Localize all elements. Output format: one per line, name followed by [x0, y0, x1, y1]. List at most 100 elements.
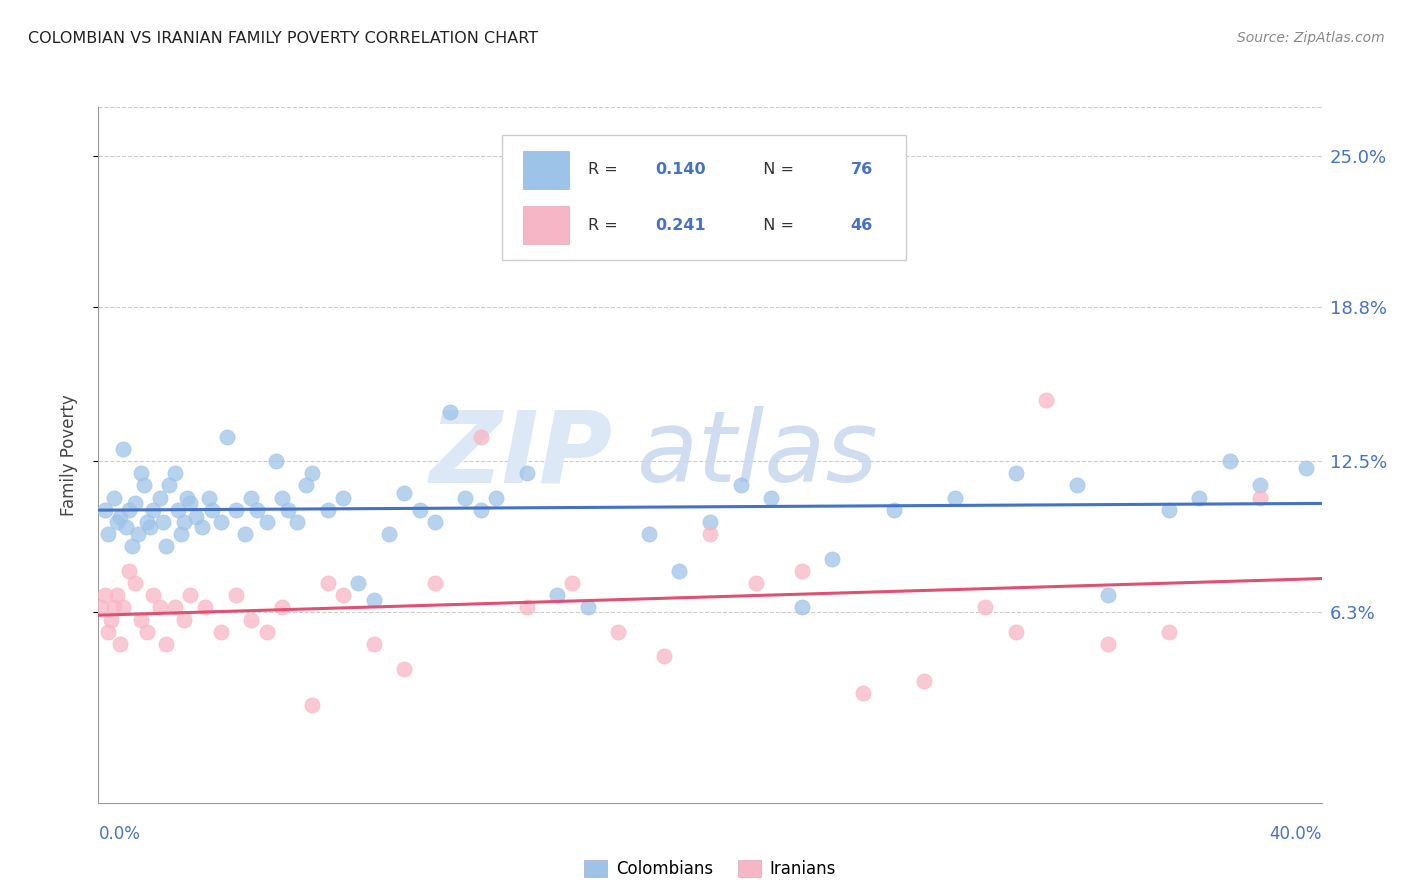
Point: [118, 503, 141, 517]
Point: [277, 503, 299, 517]
Point: [124, 495, 146, 509]
Point: [157, 478, 180, 492]
Text: 76: 76: [851, 162, 873, 178]
Point: [516, 600, 538, 615]
Point: [423, 576, 446, 591]
Point: [90, 600, 112, 615]
Point: [246, 503, 269, 517]
Point: [129, 613, 152, 627]
Point: [197, 491, 219, 505]
Text: 46: 46: [851, 218, 873, 233]
Point: [1250, 491, 1272, 505]
Point: [912, 673, 935, 688]
Point: [516, 467, 538, 481]
Text: N =: N =: [752, 218, 799, 233]
Point: [852, 686, 875, 700]
Text: R =: R =: [588, 162, 623, 178]
Point: [332, 588, 354, 602]
Point: [103, 600, 125, 615]
Y-axis label: Family Poverty: Family Poverty: [59, 394, 77, 516]
Point: [200, 503, 222, 517]
Point: [883, 503, 905, 517]
Point: [167, 503, 190, 517]
Point: [121, 540, 143, 554]
Point: [118, 564, 141, 578]
Point: [332, 491, 354, 505]
Point: [378, 527, 401, 541]
Point: [127, 527, 149, 541]
Point: [363, 593, 385, 607]
Point: [149, 600, 172, 615]
Point: [108, 637, 131, 651]
Point: [134, 478, 156, 492]
Point: [607, 235, 630, 249]
Point: [240, 613, 263, 627]
Point: [668, 564, 690, 578]
Point: [93, 503, 115, 517]
Point: [103, 491, 125, 505]
Point: [285, 515, 308, 529]
Point: [423, 515, 446, 529]
Point: [173, 515, 195, 529]
Point: [149, 491, 172, 505]
Point: [155, 637, 177, 651]
Point: [209, 515, 232, 529]
Point: [1004, 467, 1026, 481]
Point: [1004, 624, 1026, 639]
Point: [454, 491, 477, 505]
Point: [745, 576, 768, 591]
Point: [1035, 392, 1057, 407]
Point: [170, 527, 193, 541]
FancyBboxPatch shape: [523, 151, 569, 189]
Point: [943, 491, 966, 505]
Point: [173, 613, 195, 627]
Point: [363, 637, 385, 651]
Point: [1188, 491, 1211, 505]
Point: [256, 624, 278, 639]
Point: [152, 515, 174, 529]
Point: [97, 624, 120, 639]
Point: [652, 649, 675, 664]
Text: 0.140: 0.140: [655, 162, 706, 178]
Legend: Colombians, Iranians: Colombians, Iranians: [578, 854, 842, 885]
Point: [142, 588, 165, 602]
Point: [124, 576, 146, 591]
Point: [790, 600, 813, 615]
Point: [485, 491, 508, 505]
Point: [176, 491, 198, 505]
Point: [215, 429, 238, 443]
Text: atlas: atlas: [637, 407, 879, 503]
Point: [179, 588, 201, 602]
Point: [1066, 478, 1088, 492]
Point: [607, 624, 630, 639]
Text: 0.0%: 0.0%: [98, 825, 141, 843]
Point: [1097, 637, 1119, 651]
Point: [347, 576, 370, 591]
Point: [576, 600, 599, 615]
Point: [638, 527, 661, 541]
Point: [105, 515, 128, 529]
Point: [256, 515, 278, 529]
Point: [163, 600, 186, 615]
Point: [392, 661, 416, 675]
Point: [240, 491, 263, 505]
Point: [105, 588, 128, 602]
Point: [730, 478, 752, 492]
Point: [790, 564, 813, 578]
Point: [163, 467, 186, 481]
Point: [699, 515, 721, 529]
Point: [155, 540, 177, 554]
Text: R =: R =: [588, 218, 623, 233]
Point: [225, 588, 247, 602]
Point: [111, 442, 134, 456]
Point: [301, 467, 323, 481]
Point: [408, 503, 430, 517]
Point: [108, 510, 131, 524]
Point: [561, 576, 583, 591]
FancyBboxPatch shape: [523, 206, 569, 244]
Point: [392, 485, 416, 500]
Point: [1157, 624, 1180, 639]
Point: [316, 503, 339, 517]
Point: [142, 503, 165, 517]
Point: [1157, 503, 1180, 517]
